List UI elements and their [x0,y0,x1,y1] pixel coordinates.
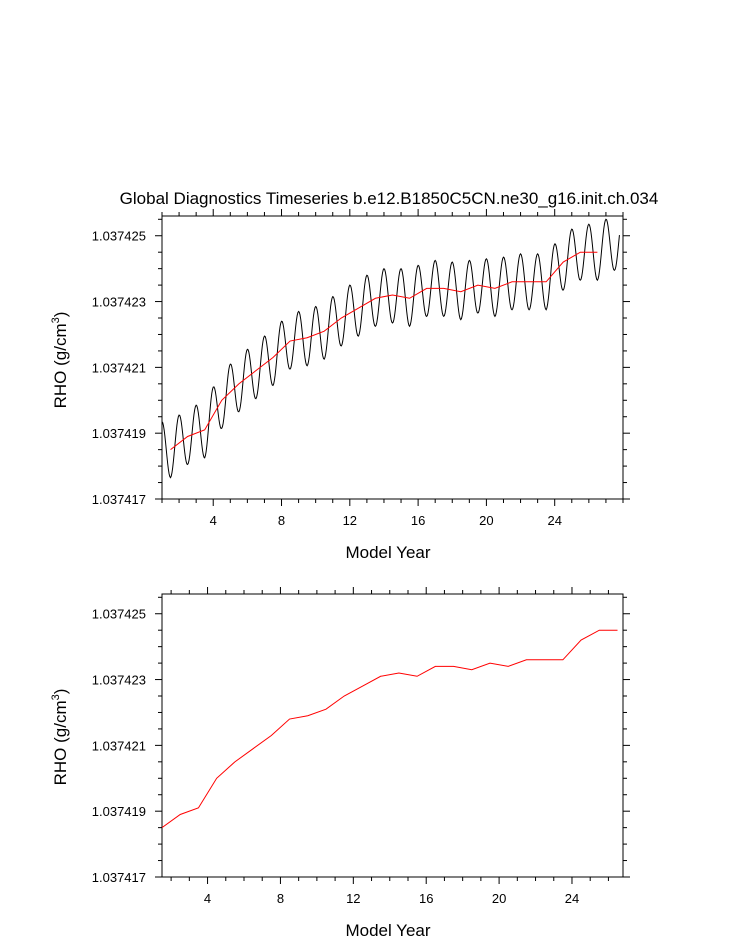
bottom-plot-tick-labels: 4 8 12 16 20 24 1.037417 1.037419 1.037421 1.0374… [92,607,579,906]
top-plot-series-group [162,218,620,479]
bottom-plot-ytick-label: 1.037419 [92,804,146,819]
top-plot-xtick-label: 20 [479,513,493,528]
bottom-plot-frame [161,593,624,878]
top-plot-tick-labels: 4 8 12 16 20 24 1.037417 1.037419 1.037421 1.0374… [92,229,562,528]
bottom-plot-xtick-label: 8 [277,891,284,906]
bottom-plot-series-annual-mean [162,629,618,829]
top-plot-ytick-label: 1.037423 [92,295,146,310]
top-plot-xtick-label: 8 [278,513,285,528]
top-plot: 4 8 12 16 20 24 1.037417 1.037419 1.037421 1.0374… [50,209,630,562]
top-plot-frame [161,215,624,500]
top-plot-xtick-label: 16 [411,513,425,528]
bottom-plot-xtick-label: 4 [204,891,211,906]
bottom-plot-ticks [155,587,630,884]
top-plot-ytick-label: 1.037421 [92,360,146,375]
bottom-plot-xtick-label: 16 [419,891,433,906]
bottom-plot-ylabel-superscript: 3 [50,694,62,700]
bottom-plot-xtick-label: 20 [492,891,506,906]
top-plot-ytick-label: 1.037419 [92,426,146,441]
bottom-plot: 4 8 12 16 20 24 1.037417 1.037419 1.037421 1.0374… [50,587,630,940]
top-plot-xtick-label: 4 [210,513,217,528]
bottom-plot-xtick-label: 24 [565,891,579,906]
bottom-plot-series-group [162,629,618,829]
bottom-plot-ylabel: RHO (g/cm3) [50,689,70,786]
top-plot-ylabel: RHO (g/cm3) [50,312,70,409]
bottom-plot-ytick-label: 1.037423 [92,673,146,688]
bottom-plot-ytick-label: 1.037421 [92,738,146,753]
top-plot-ytick-label: 1.037425 [92,229,146,244]
bottom-plot-ytick-label: 1.037425 [92,607,146,622]
top-plot-xtick-label: 12 [343,513,357,528]
top-plot-xlabel: Model Year [345,543,430,562]
top-plot-series-annual-mean [170,251,598,451]
top-plot-series [162,218,620,479]
top-plot-xtick-label: 24 [547,513,561,528]
top-plot-series-monthly [162,218,620,479]
bottom-plot-xlabel: Model Year [345,921,430,940]
bottom-plot-ytick-label: 1.037417 [92,870,146,885]
top-plot-ticks [155,209,630,506]
top-plot-ylabel-superscript: 3 [50,317,62,323]
bottom-plot-xtick-label: 12 [346,891,360,906]
top-plot-ytick-label: 1.037417 [92,492,146,507]
bottom-plot-series [162,629,618,829]
chart-title: Global Diagnostics Timeseries b.e12.B185… [120,189,659,208]
